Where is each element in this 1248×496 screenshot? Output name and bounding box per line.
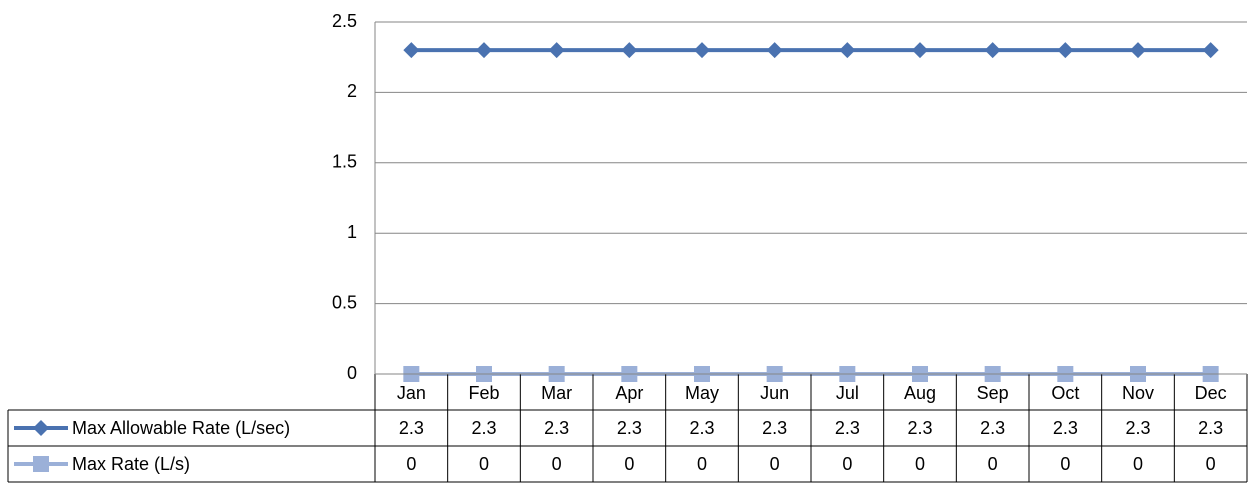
table-value: 2.3 (907, 418, 932, 438)
marker (33, 420, 49, 436)
x-tick-label: Apr (615, 383, 643, 403)
table-value: 2.3 (1053, 418, 1078, 438)
x-tick-label: Mar (541, 383, 572, 403)
table-value: 2.3 (980, 418, 1005, 438)
marker (33, 456, 49, 472)
marker (1202, 42, 1219, 59)
x-tick-label: Oct (1051, 383, 1079, 403)
x-tick-label: Sep (977, 383, 1009, 403)
marker (694, 42, 710, 59)
marker (839, 42, 856, 59)
table-value: 2.3 (1198, 418, 1223, 438)
table-value: 0 (406, 454, 416, 474)
marker (1130, 42, 1146, 59)
y-tick-label: 0 (347, 363, 357, 383)
y-tick-label: 1.5 (332, 152, 357, 172)
table-value: 2.3 (471, 418, 496, 438)
legend-label: Max Rate (L/s) (72, 454, 190, 474)
x-tick-label: Jan (397, 383, 426, 403)
table-value: 0 (1206, 454, 1216, 474)
table-value: 2.3 (689, 418, 714, 438)
x-tick-label: Jun (760, 383, 789, 403)
x-tick-label: May (685, 383, 719, 403)
marker (403, 42, 420, 59)
y-tick-label: 0.5 (332, 292, 357, 312)
table-value: 2.3 (617, 418, 642, 438)
table-value: 0 (915, 454, 925, 474)
marker (766, 42, 783, 59)
y-tick-label: 2.5 (332, 11, 357, 31)
table-value: 0 (479, 454, 489, 474)
table-value: 0 (697, 454, 707, 474)
legend-label: Max Allowable Rate (L/sec) (72, 418, 290, 438)
table-value: 0 (770, 454, 780, 474)
x-tick-label: Aug (904, 383, 936, 403)
marker (984, 42, 1001, 59)
table-value: 2.3 (762, 418, 787, 438)
x-tick-label: Dec (1195, 383, 1227, 403)
table-value: 0 (624, 454, 634, 474)
table-value: 0 (842, 454, 852, 474)
table-value: 0 (988, 454, 998, 474)
table-value: 2.3 (1125, 418, 1150, 438)
table-value: 0 (1133, 454, 1143, 474)
table-value: 0 (552, 454, 562, 474)
marker (1057, 42, 1074, 59)
marker (621, 42, 638, 59)
x-tick-label: Jul (836, 383, 859, 403)
table-value: 2.3 (835, 418, 860, 438)
y-tick-label: 2 (347, 81, 357, 101)
marker (912, 42, 928, 59)
table-value: 2.3 (399, 418, 424, 438)
marker (548, 42, 565, 59)
y-tick-label: 1 (347, 222, 357, 242)
x-tick-label: Nov (1122, 383, 1154, 403)
table-value: 2.3 (544, 418, 569, 438)
marker (476, 42, 492, 59)
x-tick-label: Feb (468, 383, 499, 403)
table-value: 0 (1060, 454, 1070, 474)
